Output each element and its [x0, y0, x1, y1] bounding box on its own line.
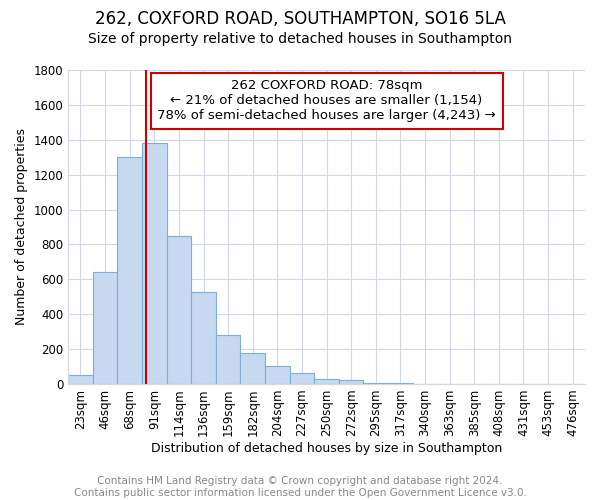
Bar: [93, 272, 118, 384]
Bar: [68, 375, 93, 384]
Bar: [118, 157, 142, 384]
Bar: [142, 144, 167, 384]
Text: Size of property relative to detached houses in Southampton: Size of property relative to detached ho…: [88, 32, 512, 46]
Bar: [314, 378, 339, 384]
Bar: [265, 366, 290, 384]
Bar: [339, 380, 364, 384]
Bar: [191, 292, 216, 384]
Bar: [167, 236, 191, 384]
Bar: [290, 372, 314, 384]
Bar: [388, 383, 413, 384]
Bar: [364, 383, 388, 384]
Text: 262, COXFORD ROAD, SOUTHAMPTON, SO16 5LA: 262, COXFORD ROAD, SOUTHAMPTON, SO16 5LA: [95, 10, 505, 28]
Y-axis label: Number of detached properties: Number of detached properties: [15, 128, 28, 326]
Bar: [241, 352, 265, 384]
Text: 262 COXFORD ROAD: 78sqm
← 21% of detached houses are smaller (1,154)
78% of semi: 262 COXFORD ROAD: 78sqm ← 21% of detache…: [157, 80, 496, 122]
Text: Contains HM Land Registry data © Crown copyright and database right 2024.
Contai: Contains HM Land Registry data © Crown c…: [74, 476, 526, 498]
X-axis label: Distribution of detached houses by size in Southampton: Distribution of detached houses by size …: [151, 442, 502, 455]
Bar: [216, 335, 241, 384]
